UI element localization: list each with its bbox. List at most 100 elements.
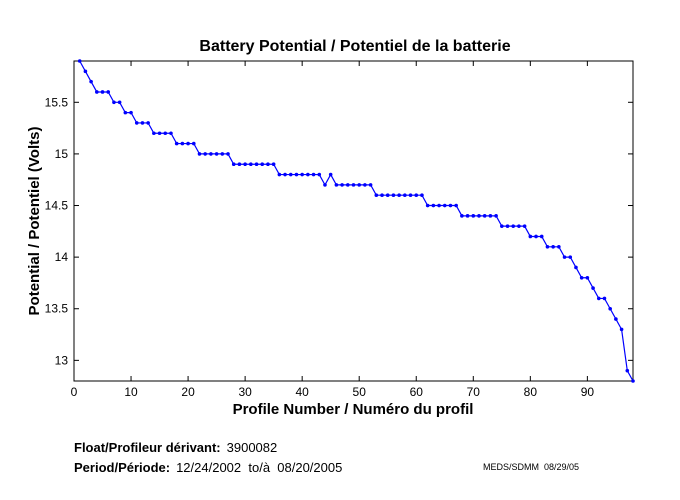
data-point xyxy=(505,224,510,228)
y-tick-label: 13.5 xyxy=(45,302,69,316)
data-point xyxy=(317,172,322,177)
data-point xyxy=(551,245,555,249)
x-tick-label: 20 xyxy=(181,385,195,399)
data-point xyxy=(197,152,202,156)
data-point xyxy=(351,183,356,187)
data-point xyxy=(511,224,516,228)
data-point xyxy=(100,90,105,94)
data-point xyxy=(397,193,401,197)
data-point xyxy=(602,296,607,301)
data-point xyxy=(260,162,265,167)
data-point xyxy=(266,162,270,167)
data-point xyxy=(414,193,419,197)
data-point xyxy=(568,255,573,259)
data-point xyxy=(539,234,544,239)
period-value: 12/24/2002 to/à 08/20/2005 xyxy=(176,460,343,475)
data-point xyxy=(363,183,367,187)
y-tick-label: 13 xyxy=(55,353,69,367)
x-tick-label: 70 xyxy=(467,385,481,399)
data-point xyxy=(437,203,441,208)
data-point xyxy=(619,327,624,332)
series-battery-potential xyxy=(77,59,635,383)
data-point xyxy=(471,214,476,218)
data-point xyxy=(209,152,213,156)
x-tick-label: 60 xyxy=(410,385,424,399)
data-point xyxy=(191,141,196,146)
data-point xyxy=(95,90,99,94)
data-point xyxy=(488,214,493,218)
data-point xyxy=(152,131,156,136)
data-point xyxy=(83,69,88,74)
data-point xyxy=(306,172,310,177)
data-point xyxy=(357,183,362,187)
data-point xyxy=(482,214,487,218)
data-point xyxy=(574,265,578,270)
data-point xyxy=(477,214,481,218)
data-point xyxy=(220,152,225,156)
data-point xyxy=(368,183,373,187)
data-point xyxy=(169,131,173,136)
data-point xyxy=(112,100,116,105)
period-info: Period/Période: 12/24/2002 to/à 08/20/200… xyxy=(74,460,342,475)
data-point xyxy=(163,131,168,136)
data-point xyxy=(106,90,111,94)
data-point xyxy=(591,286,595,290)
data-point xyxy=(408,193,413,197)
y-tick-label: 15.5 xyxy=(45,95,69,109)
y-axis-label: Potential / Potentiel (Volts) xyxy=(26,127,43,316)
y-tick-label: 14.5 xyxy=(45,199,69,213)
data-point xyxy=(77,59,82,63)
data-point xyxy=(323,183,327,187)
data-point xyxy=(500,224,504,228)
float-label: Float/Profileur dérivant: xyxy=(74,440,221,455)
data-point xyxy=(448,203,453,208)
data-point xyxy=(431,203,436,208)
data-point xyxy=(180,141,185,146)
data-point xyxy=(465,214,470,218)
data-point xyxy=(277,172,282,177)
data-point xyxy=(134,121,139,125)
data-point xyxy=(517,224,521,228)
chart-title: Battery Potential / Potentiel de la batt… xyxy=(199,38,510,55)
data-point xyxy=(391,193,396,197)
data-point xyxy=(522,224,527,228)
data-point xyxy=(625,368,630,373)
data-point xyxy=(328,172,333,177)
data-point xyxy=(596,296,601,301)
data-point xyxy=(442,203,447,208)
data-point xyxy=(562,255,567,259)
data-point xyxy=(420,193,424,197)
data-point xyxy=(237,162,242,167)
data-point xyxy=(528,234,533,239)
data-point xyxy=(249,162,253,167)
data-point xyxy=(345,183,350,187)
data-point xyxy=(117,100,122,105)
x-tick-label: 40 xyxy=(295,385,309,399)
data-point xyxy=(403,193,407,197)
data-point xyxy=(380,193,384,197)
data-point xyxy=(545,245,550,249)
data-point xyxy=(579,275,584,280)
data-point xyxy=(89,79,93,84)
data-point xyxy=(186,141,190,146)
data-point xyxy=(174,141,179,146)
data-point xyxy=(494,214,498,218)
data-point xyxy=(334,183,339,187)
data-point xyxy=(243,162,247,167)
data-point xyxy=(614,317,618,321)
period-label: Period/Période: xyxy=(74,460,171,475)
x-tick-label: 90 xyxy=(581,385,595,399)
x-tick-label: 10 xyxy=(124,385,138,399)
data-point xyxy=(271,162,276,167)
data-point xyxy=(203,152,207,156)
data-point xyxy=(631,379,635,383)
data-point xyxy=(146,121,150,125)
data-point xyxy=(534,234,538,239)
data-point xyxy=(288,172,293,177)
data-point xyxy=(140,121,145,125)
data-point xyxy=(385,193,390,197)
x-tick-label: 50 xyxy=(353,385,367,399)
data-point xyxy=(300,172,304,177)
data-point xyxy=(425,203,430,208)
